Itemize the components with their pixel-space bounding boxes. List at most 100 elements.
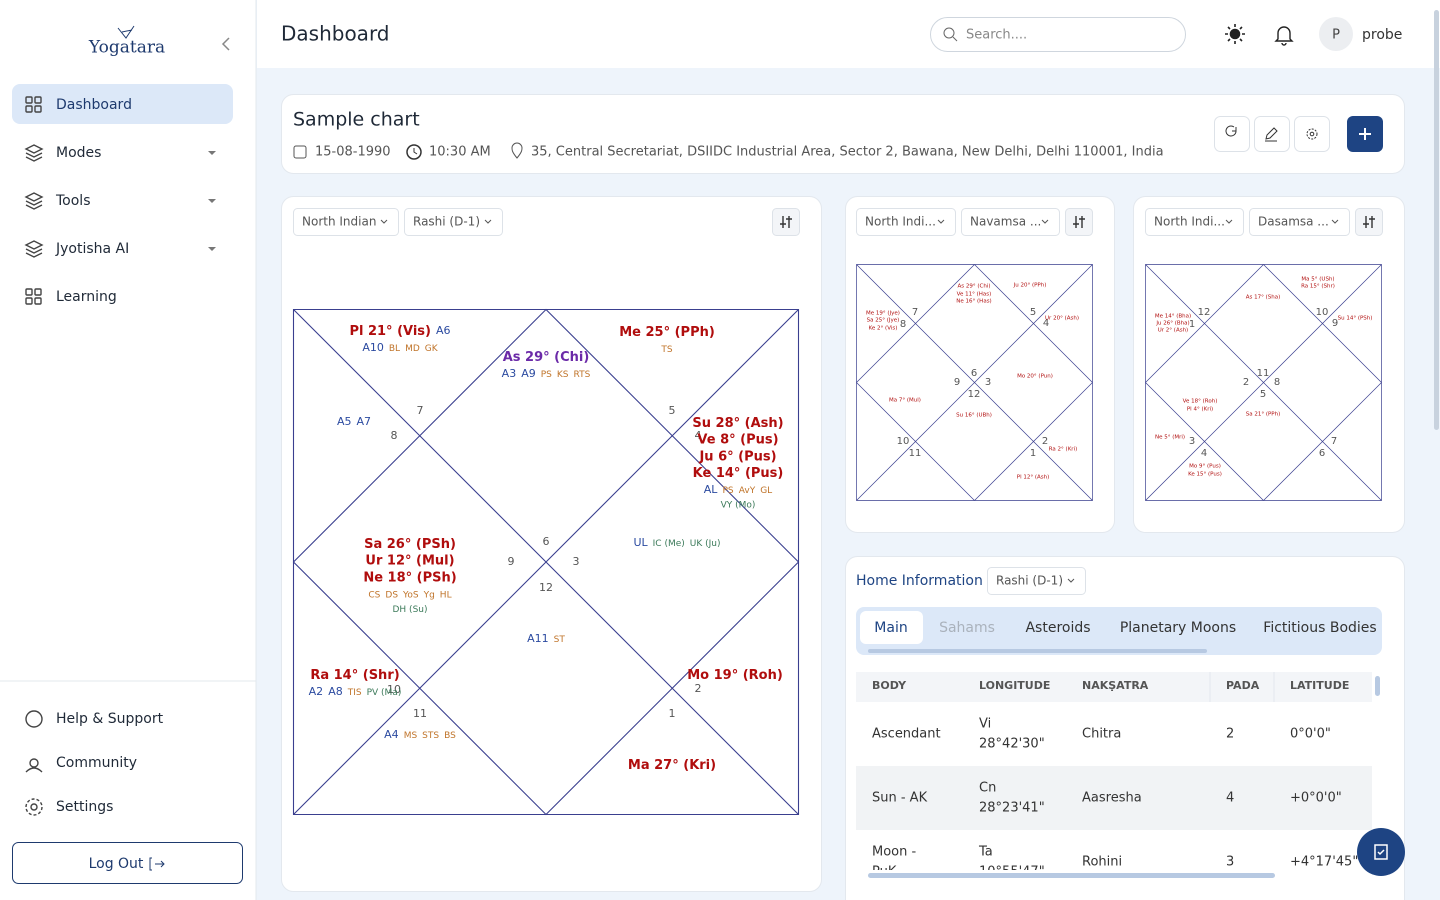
house-number: 12 (1198, 307, 1211, 318)
dropdown[interactable] (1145, 208, 1244, 236)
notifications[interactable] (1274, 26, 1294, 46)
nav-item[interactable]: Modes (56, 145, 101, 161)
logout-button[interactable] (12, 842, 243, 884)
chart-title: Sample chart (293, 109, 420, 131)
house-number: 3 (573, 555, 580, 568)
tag: A6 (436, 324, 451, 337)
chart-label: Mo 20° (Pun) (1017, 374, 1053, 380)
chart-label: Me 14° (Bha) (1155, 314, 1191, 320)
planet: Ve 8° (Pus) (697, 432, 778, 447)
tag: TS (660, 345, 672, 355)
chart-lines (1145, 264, 1382, 501)
house-number: 5 (1260, 389, 1266, 400)
dropdown-caret (380, 219, 388, 224)
chart-label: Su 28° (Ash) (692, 416, 783, 431)
chart-label: Sa 26° (PSh) (364, 537, 456, 552)
chart-label: Ra 15° (Shr) (1301, 284, 1335, 290)
main-chart-card (281, 196, 822, 892)
house-number: 2 (1243, 377, 1249, 388)
dropdown[interactable] (987, 567, 1086, 595)
tag: A10 (362, 341, 384, 354)
chart-label: A2 A8 TIS PV (Ma) (309, 685, 402, 698)
table-cell: +0°0'0" (1290, 791, 1342, 806)
house-number: 3 (985, 377, 991, 388)
chart-label: Pl 12° (Ash) (1017, 475, 1050, 481)
tab[interactable]: Asteroids (1025, 620, 1090, 636)
chart-label: Ju 26° (Bha) (1155, 321, 1189, 327)
house-number: 4 (1201, 448, 1207, 459)
table-cell: Chitra (1082, 727, 1121, 742)
planet: Ju 6° (Pus) (698, 449, 776, 464)
chart-label: Ve 8° (Pus) (697, 432, 778, 447)
tag: DS (385, 590, 398, 600)
chart-label: Ve 18° (Roh) (1183, 399, 1218, 405)
nav-item[interactable]: Jyotisha AI (55, 241, 129, 257)
dropdown[interactable] (1249, 208, 1350, 236)
chart-label: Sa 25° (Jye) (867, 318, 900, 324)
chart-label: A4 MS STS BS (384, 728, 456, 741)
chart-label: Ur 20° (Ash) (1045, 316, 1079, 322)
tag: RTS (574, 370, 591, 380)
dropdown-label: Navamsa ... (970, 215, 1041, 229)
tag: DH (Su) (393, 604, 428, 614)
chart-label: As 29° (Chi) (957, 284, 990, 290)
footer-link[interactable]: Settings (56, 799, 113, 815)
avatar[interactable] (1319, 17, 1353, 51)
dropdown-label: Rashi (D-1) (996, 574, 1063, 588)
nav-item[interactable]: Learning (56, 289, 117, 305)
tab[interactable]: Main (874, 620, 907, 636)
dropdown[interactable] (856, 208, 956, 236)
dropdown[interactable] (961, 208, 1060, 236)
dropdown[interactable] (404, 208, 503, 236)
house-number: 8 (900, 319, 906, 330)
options-icon (1073, 216, 1085, 228)
dropdown-label: Dasamsa ... (1258, 215, 1329, 229)
column-header: LONGITUDE (979, 679, 1050, 692)
tag: VY (Mo) (721, 500, 756, 510)
dropdown-label: North Indi... (865, 215, 936, 229)
tag: CS (368, 590, 380, 600)
search-box[interactable] (930, 17, 1186, 52)
tag: BS (444, 731, 456, 741)
footer-link[interactable]: Community (56, 755, 137, 771)
chart-label: AL PS AvY GL (704, 483, 772, 496)
tag: A4 (384, 728, 399, 741)
time-icon (406, 144, 422, 160)
house-number: 7 (1331, 436, 1337, 447)
house-number: 2 (1042, 436, 1048, 447)
footer-link[interactable]: Help & Support (56, 711, 164, 727)
table-cell: 4 (1226, 791, 1234, 806)
tab[interactable]: Planetary Moons (1120, 620, 1236, 636)
action-buttons[interactable] (1214, 116, 1330, 152)
theme-toggle[interactable] (1225, 24, 1245, 44)
tag: A5 (337, 415, 352, 428)
logo-icon (117, 25, 135, 39)
table-cell: 10°55'47" (979, 865, 1045, 880)
tag: Yg (423, 590, 435, 600)
nav-item[interactable]: Dashboard (56, 97, 132, 113)
dropdown-label: North Indi... (1154, 215, 1225, 229)
chart-label: Ma 5° (USh) (1301, 277, 1334, 283)
chart-options[interactable] (1065, 208, 1093, 236)
table-cell: Cn (979, 781, 996, 796)
chart-options[interactable] (1355, 208, 1383, 236)
house-number: 10 (1316, 307, 1329, 318)
house-number: 8 (1274, 377, 1280, 388)
house-number: 12 (539, 581, 553, 594)
chart-label: Ur 12° (Mul) (365, 553, 454, 568)
dropdown[interactable] (293, 208, 399, 236)
table-cell: 3 (1226, 855, 1234, 870)
tab[interactable]: Fictitious Bodies (1263, 620, 1376, 636)
chart-info-card (281, 94, 1405, 174)
tab[interactable]: Sahams (939, 620, 995, 636)
house-number: 11 (1257, 368, 1270, 379)
chart-label: A10 BL MD GK (362, 341, 438, 354)
nav-item[interactable]: Tools (55, 193, 91, 209)
collapse-button[interactable] (221, 37, 230, 51)
house-number: 7 (417, 404, 424, 417)
chart-label: Pl 4° (Kri) (1187, 407, 1213, 413)
chart-time: 10:30 AM (429, 145, 491, 160)
chart-options[interactable] (772, 208, 800, 236)
